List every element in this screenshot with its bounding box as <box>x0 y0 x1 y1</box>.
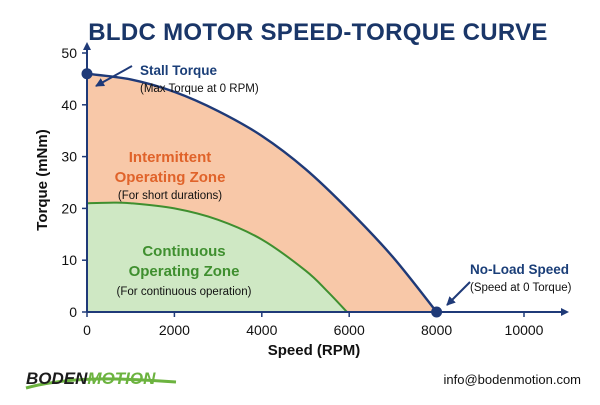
logo-text-part1: BODEN <box>26 369 88 388</box>
logo-swoosh <box>25 377 177 390</box>
contact-email: info@bodenmotion.com <box>444 372 582 387</box>
y-axis-label: Torque (mNm) <box>34 129 51 230</box>
chart-title: BLDC MOTOR SPEED-TORQUE CURVE <box>88 19 547 46</box>
no-load-speed-description: (Speed at 0 Torque) <box>470 282 572 294</box>
stall-torque-description: (Max Torque at 0 RPM) <box>140 83 259 95</box>
logo-text: BODENMOTION <box>26 369 156 388</box>
y-tick-label: 40 <box>61 97 77 113</box>
x-tick-label: 2000 <box>159 322 190 338</box>
y-tick-label: 0 <box>69 304 77 320</box>
ticks-layer: 0 2000 4000 6000 8000 10000 0 10 20 30 40 50 <box>61 45 543 338</box>
intermittent-zone-boundary-line <box>86 72 438 313</box>
zones-layer <box>86 72 438 313</box>
intermittent-zone-title-line1: Intermittent <box>129 149 212 166</box>
stall-torque-label: Stall Torque <box>140 63 217 78</box>
continuous-zone-annotation: Continuous Operating Zone (For continuou… <box>117 243 252 298</box>
markers-layer <box>81 68 443 318</box>
no-load-speed-callout-arrow <box>446 281 471 306</box>
y-tick-label: 50 <box>61 45 77 61</box>
stall-torque-marker <box>81 68 93 80</box>
x-tick-label: 8000 <box>421 322 452 338</box>
stall-torque-callout-arrow <box>95 65 133 87</box>
continuous-zone-title-line1: Continuous <box>142 243 225 260</box>
no-load-speed-label: No-Load Speed <box>470 262 569 277</box>
intermittent-zone-title-line2: Operating Zone <box>115 169 226 186</box>
y-tick-label: 30 <box>61 149 77 165</box>
continuous-zone-area <box>87 202 348 312</box>
logo-text-part2: MOTION <box>87 369 156 388</box>
continuous-zone-boundary-line <box>86 201 348 313</box>
x-tick-label: 6000 <box>334 322 365 338</box>
x-tick-label: 10000 <box>505 322 544 338</box>
continuous-zone-title-line2: Operating Zone <box>129 263 240 280</box>
intermittent-zone-annotation: Intermittent Operating Zone (For short d… <box>115 149 226 202</box>
intermittent-zone-subtitle: (For short durations) <box>118 190 222 202</box>
continuous-zone-subtitle: (For continuous operation) <box>117 286 252 298</box>
y-tick-label: 20 <box>61 200 77 216</box>
no-load-speed-marker <box>431 306 443 318</box>
y-tick-label: 10 <box>61 252 77 268</box>
company-logo: BODENMOTION <box>25 369 177 390</box>
x-tick-label: 0 <box>83 322 91 338</box>
x-axis-label: Speed (RPM) <box>268 342 361 359</box>
x-tick-label: 4000 <box>246 322 277 338</box>
